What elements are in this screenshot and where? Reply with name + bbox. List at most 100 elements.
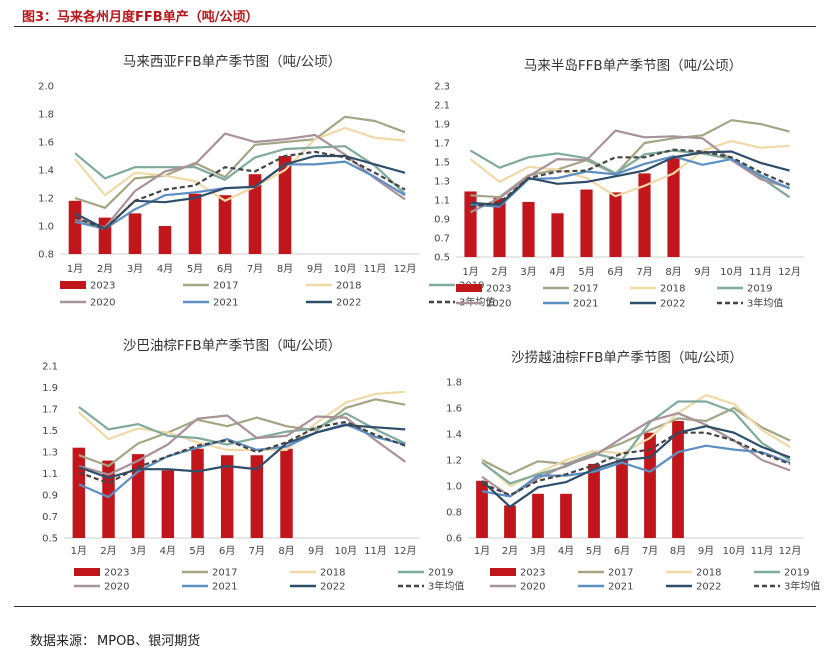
legend-label-3年均值: 3年均值 (428, 580, 464, 593)
series-line-2019 (481, 400, 791, 485)
x-tick-label: 4月 (549, 266, 565, 278)
x-tick-label: 8月 (278, 545, 294, 557)
legend-label-2019: 2019 (784, 568, 809, 579)
y-tick-label: 1.7 (42, 405, 58, 416)
legend-label-2022: 2022 (320, 582, 345, 593)
bar-2023 (609, 192, 622, 257)
y-tick-label: 0.7 (434, 234, 450, 245)
series-line-2018 (74, 126, 406, 202)
chart-panel-3: 沙巴油棕FFB单产季节图（吨/公顷） 0.5 0.7 0.9 1.1 1.3 1.5 1.7 1… (42, 338, 464, 593)
y-tick-label: 1.5 (434, 158, 450, 169)
x-tick-label: 6月 (217, 263, 233, 275)
legend-label-2018: 2018 (696, 568, 721, 579)
legend-label-2020: 2020 (104, 582, 129, 593)
x-tick-label: 4月 (157, 263, 173, 275)
top-rule (14, 26, 816, 27)
y-tick-label: 1.7 (434, 139, 450, 150)
x-tick-label: 6月 (614, 545, 630, 557)
legend-label-2021: 2021 (608, 582, 633, 593)
y-tick-label: 2.1 (42, 362, 58, 373)
y-tick-label: 1.1 (42, 469, 58, 480)
series-line-2020 (74, 132, 406, 229)
legend-swatch-2023 (490, 568, 516, 576)
series-line-2022 (481, 425, 791, 508)
chart-panel-2: 马来半岛FFB单产季节图（吨/公顷） 0.5 0.7 0.9 1.1 1.3 1.5 1.7 1… (434, 58, 804, 310)
bar-2023 (280, 448, 293, 538)
bar-2023 (638, 173, 651, 257)
legend-swatch-2023 (60, 281, 86, 289)
x-tick-label: 4月 (160, 545, 176, 557)
legend-label-2021: 2021 (213, 298, 238, 309)
bottom-rule (14, 606, 816, 607)
x-tick-label: 1月 (71, 545, 87, 557)
x-tick-label: 10月 (723, 545, 746, 557)
y-tick-label: 0.8 (446, 508, 462, 519)
bar-2023 (672, 421, 684, 538)
legend-label-2020: 2020 (520, 582, 545, 593)
x-tick-label: 12月 (394, 263, 417, 275)
y-tick-label: 1.8 (446, 378, 462, 389)
y-tick-label: 1.1 (434, 196, 450, 207)
bar-2023 (161, 470, 175, 538)
legend-label-2019: 2019 (428, 568, 453, 579)
legend-label-3年均值: 3年均值 (747, 297, 783, 310)
series-line-2020 (78, 414, 406, 476)
bar-2023 (68, 200, 82, 254)
bar-2023 (188, 193, 202, 254)
y-tick-label: 0.8 (38, 250, 54, 261)
x-tick-label: 11月 (749, 266, 772, 278)
y-tick-label: 1.8 (38, 110, 54, 121)
series-line-2017 (78, 398, 406, 468)
legend-swatch-2023 (456, 284, 482, 292)
x-tick-label: 6月 (607, 266, 623, 278)
bar-2023 (218, 195, 232, 254)
x-tick-label: 5月 (189, 545, 205, 557)
y-tick-label: 1.0 (446, 482, 462, 493)
y-tick-label: 1.4 (446, 430, 462, 441)
y-tick-label: 0.9 (42, 491, 58, 502)
x-tick-label: 7月 (636, 266, 652, 278)
y-tick-label: 0.5 (42, 534, 58, 545)
series-line-3年均值 (470, 148, 790, 208)
x-tick-label: 8月 (277, 263, 293, 275)
x-tick-label: 10月 (720, 266, 743, 278)
x-tick-label: 2月 (100, 545, 116, 557)
y-tick-label: 1.2 (38, 194, 54, 205)
bar-2023 (248, 174, 262, 254)
legend-label-2022: 2022 (336, 298, 361, 309)
x-tick-label: 2月 (502, 545, 518, 557)
x-tick-label: 9月 (308, 545, 324, 557)
chart-title: 马来西亚FFB单产季节图（吨/公顷） (123, 54, 341, 70)
chart-title: 沙捞越油棕FFB单产季节图（吨/公顷） (511, 350, 743, 366)
bar-2023 (532, 493, 544, 538)
x-tick-label: 8月 (670, 545, 686, 557)
x-tick-label: 8月 (665, 266, 681, 278)
x-tick-label: 7月 (642, 545, 658, 557)
x-tick-label: 9月 (694, 266, 710, 278)
legend-label-2021: 2021 (212, 582, 237, 593)
x-tick-label: 3月 (530, 545, 546, 557)
series-line-2017 (74, 115, 406, 209)
source-label: 数据来源： (30, 634, 96, 649)
series-line-2018 (78, 390, 406, 451)
series-line-2021 (78, 423, 406, 499)
bar-2023 (560, 493, 572, 538)
x-tick-label: 5月 (187, 263, 203, 275)
x-tick-label: 12月 (394, 545, 417, 557)
y-tick-label: 0.5 (434, 253, 450, 264)
y-tick-label: 1.9 (42, 383, 58, 394)
chart-title: 沙巴油棕FFB单产季节图（吨/公顷） (123, 338, 341, 354)
series-line-3年均值 (481, 431, 791, 497)
x-tick-label: 3月 (130, 545, 146, 557)
chart-panel-4: 沙捞越油棕FFB单产季节图（吨/公顷） 0.6 0.8 1.0 1.2 1.4 1.6 1.8… (446, 350, 820, 593)
legend-label-2023: 2023 (486, 284, 511, 295)
x-tick-label: 2月 (491, 266, 507, 278)
bar-2023 (464, 191, 477, 257)
y-tick-label: 1.3 (434, 177, 450, 188)
y-tick-label: 2.1 (434, 101, 450, 112)
legend-label-2023: 2023 (520, 568, 545, 579)
bar-2023 (493, 198, 506, 257)
bar-2023 (72, 447, 86, 538)
bar-2023 (616, 460, 628, 538)
legend-label-2017: 2017 (573, 284, 598, 295)
